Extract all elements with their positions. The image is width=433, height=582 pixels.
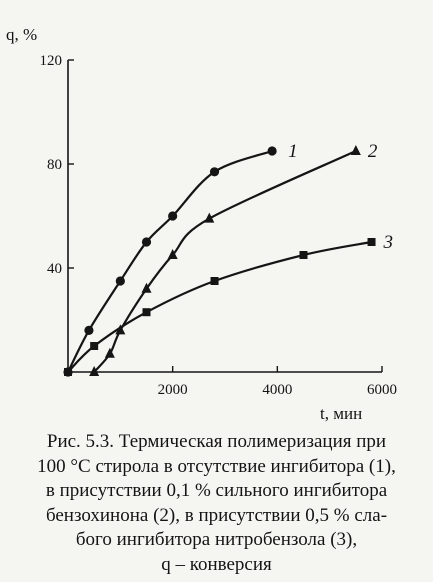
chart-series: 1 2 3 bbox=[63, 141, 393, 377]
caption-line: 100 °С стирола в отсутствие ингибитора (… bbox=[37, 455, 396, 477]
x-tick-label: 6000 bbox=[367, 382, 397, 398]
series-2-point bbox=[167, 249, 178, 259]
series-2-point bbox=[141, 282, 152, 293]
y-tick-label: 80 bbox=[47, 157, 62, 173]
series-2-point bbox=[115, 324, 126, 335]
series-1-point bbox=[267, 146, 277, 156]
series-1-point bbox=[84, 325, 94, 335]
series-3-point bbox=[210, 277, 219, 285]
series-1-line bbox=[66, 149, 274, 374]
series-3-point bbox=[142, 308, 151, 317]
caption-line: бого ингибитора нитробензола (3), bbox=[75, 529, 358, 550]
y-axis-label: q, % bbox=[6, 25, 37, 44]
x-axis-label: t, мин bbox=[320, 404, 362, 423]
y-tick-label: 120 bbox=[40, 53, 63, 69]
series-2-point bbox=[89, 366, 100, 376]
y-tick-label: 40 bbox=[47, 261, 62, 277]
caption-line: Рис. 5.3. Термическая полимеризация при bbox=[46, 431, 387, 452]
series-3-point bbox=[299, 251, 308, 259]
series-1-point bbox=[141, 237, 152, 247]
series-3-line bbox=[66, 240, 373, 374]
x-tick-label: 2000 bbox=[158, 382, 188, 398]
series-2-label: 2 bbox=[368, 141, 378, 162]
series-2-point bbox=[204, 212, 215, 223]
series-1-label: 1 bbox=[288, 141, 298, 162]
chart-ticks: 40 80 120 2000 4000 6000 bbox=[40, 53, 398, 398]
chart-axes bbox=[67, 60, 382, 373]
series-3-label: 3 bbox=[383, 232, 394, 253]
series-3-point bbox=[367, 238, 376, 246]
caption-line: в присутствии 0,1 % сильного ингибитора bbox=[45, 480, 388, 501]
series-1-point bbox=[115, 276, 125, 286]
caption-line: q – конверсия bbox=[161, 553, 272, 575]
series-2-point bbox=[104, 347, 115, 358]
series-1-point bbox=[168, 211, 178, 221]
series-3-point bbox=[90, 342, 99, 350]
x-tick-label: 4000 bbox=[262, 382, 292, 398]
series-2-point bbox=[350, 145, 361, 155]
series-1-point bbox=[209, 167, 220, 177]
figure-caption: Рис. 5.3. Термическая полимеризация при … bbox=[14, 430, 419, 577]
series-3-point bbox=[64, 368, 72, 376]
caption-line: бензохинона (2), в присутствии 0,5 % сла… bbox=[45, 504, 388, 526]
conversion-chart: 40 80 120 2000 4000 6000 1 2 3 q, % t, мин bbox=[6, 25, 398, 423]
